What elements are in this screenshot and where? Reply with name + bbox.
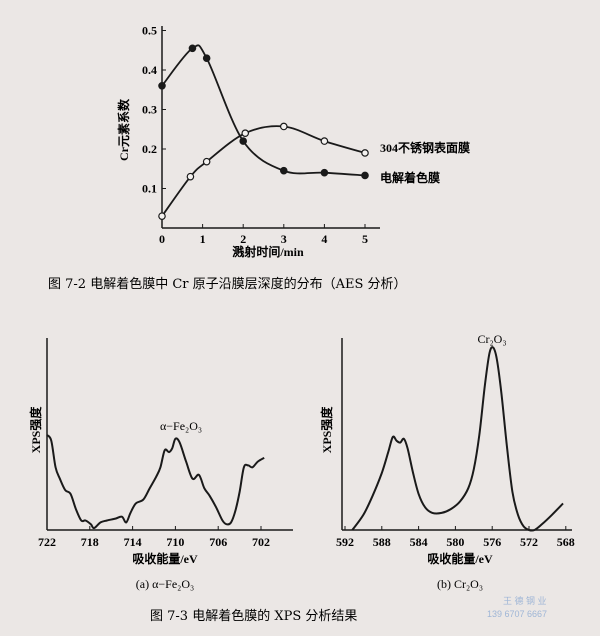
y-axis-label: Cr元素系数 bbox=[116, 98, 131, 161]
data-point bbox=[202, 54, 211, 62]
peak-annotation: α−Fe₂O₃ bbox=[160, 419, 202, 433]
legend-electrolytic-film: 电解着色膜 bbox=[380, 170, 440, 185]
y-tick-label: 0.2 bbox=[142, 142, 157, 156]
data-point bbox=[186, 172, 195, 181]
x-tick-label: 702 bbox=[252, 535, 270, 549]
x-tick-label: 568 bbox=[557, 535, 575, 549]
x-tick-label: 0 bbox=[159, 232, 165, 246]
x-tick-label: 572 bbox=[520, 535, 538, 549]
data-point bbox=[361, 171, 369, 180]
steel-304-line bbox=[161, 125, 366, 217]
y-tick-label: 0.3 bbox=[142, 103, 157, 117]
x-tick-label: 706 bbox=[209, 535, 227, 549]
xps-cr2o3-chart: 592 588 584 580 576 572 568 Cr₂O₃ XPS强度 吸收能量/e… bbox=[319, 332, 575, 591]
x-axis-label: 吸收能量/eV bbox=[132, 551, 198, 566]
data-point bbox=[241, 129, 250, 138]
x-tick-label: 588 bbox=[373, 535, 391, 549]
legend-304-steel: 304不锈钢表面膜 bbox=[380, 140, 470, 155]
peak-annotation: Cr₂O₃ bbox=[477, 332, 506, 346]
data-point bbox=[158, 212, 166, 220]
x-tick-label: 592 bbox=[336, 535, 354, 549]
data-point bbox=[320, 137, 329, 145]
fe2o3-spectrum-line bbox=[46, 434, 265, 530]
y-tick-label: 0.4 bbox=[142, 63, 157, 77]
data-point bbox=[279, 166, 288, 175]
x-tick-label: 1 bbox=[200, 232, 206, 246]
data-point bbox=[202, 157, 211, 166]
watermark-name: 王 德 钢 业 bbox=[503, 595, 547, 606]
x-tick-label: 584 bbox=[410, 535, 428, 549]
data-point bbox=[279, 122, 288, 131]
aes-chart: 0 1 2 3 4 5 0.1 0.2 0.3 0.4 0.5 溅射时间/min Cr元素系数 30… bbox=[48, 24, 470, 293]
y-tick-label: 0.5 bbox=[142, 24, 157, 38]
y-axis-label: XPS强度 bbox=[28, 406, 43, 454]
x-tick-label: 722 bbox=[38, 535, 56, 549]
x-tick-label: 576 bbox=[483, 535, 501, 549]
data-point bbox=[320, 168, 329, 177]
x-tick-label: 714 bbox=[124, 535, 142, 549]
x-tick-label: 5 bbox=[362, 232, 368, 246]
x-tick-label: 4 bbox=[321, 232, 327, 246]
data-point bbox=[361, 149, 369, 157]
electrolytic-film-line bbox=[161, 44, 366, 177]
data-point bbox=[239, 137, 248, 145]
xps-fe2o3-chart: 722 718 714 710 706 702 α−Fe₂O₃ XPS强度 吸收能量/eV… bbox=[28, 338, 293, 591]
x-tick-label: 580 bbox=[446, 535, 464, 549]
x-tick-label: 2 bbox=[240, 232, 246, 246]
y-axis-label: XPS强度 bbox=[319, 406, 334, 454]
watermark-phone: 139 6707 6667 bbox=[487, 609, 547, 619]
y-tick-label: 0.1 bbox=[142, 182, 157, 196]
figure-7-3-caption: 图 7-3 电解着色膜的 XPS 分析结果 bbox=[150, 608, 357, 624]
x-tick-label: 710 bbox=[166, 535, 184, 549]
figure-7-2-caption: 图 7-2 电解着色膜中 Cr 原子沿膜层深度的分布（AES 分析） bbox=[48, 276, 407, 292]
data-point bbox=[188, 44, 197, 53]
x-axis-label: 吸收能量/eV bbox=[427, 551, 493, 566]
x-tick-label: 718 bbox=[81, 535, 99, 549]
data-point bbox=[158, 82, 166, 90]
subcaption-b: (b) Cr₂O₃ bbox=[437, 577, 483, 591]
x-axis-label: 溅射时间/min bbox=[232, 244, 304, 259]
subcaption-a: (a) α−Fe₂O₃ bbox=[136, 577, 194, 591]
cr2o3-spectrum-line bbox=[351, 346, 564, 532]
x-tick-label: 3 bbox=[281, 232, 287, 246]
